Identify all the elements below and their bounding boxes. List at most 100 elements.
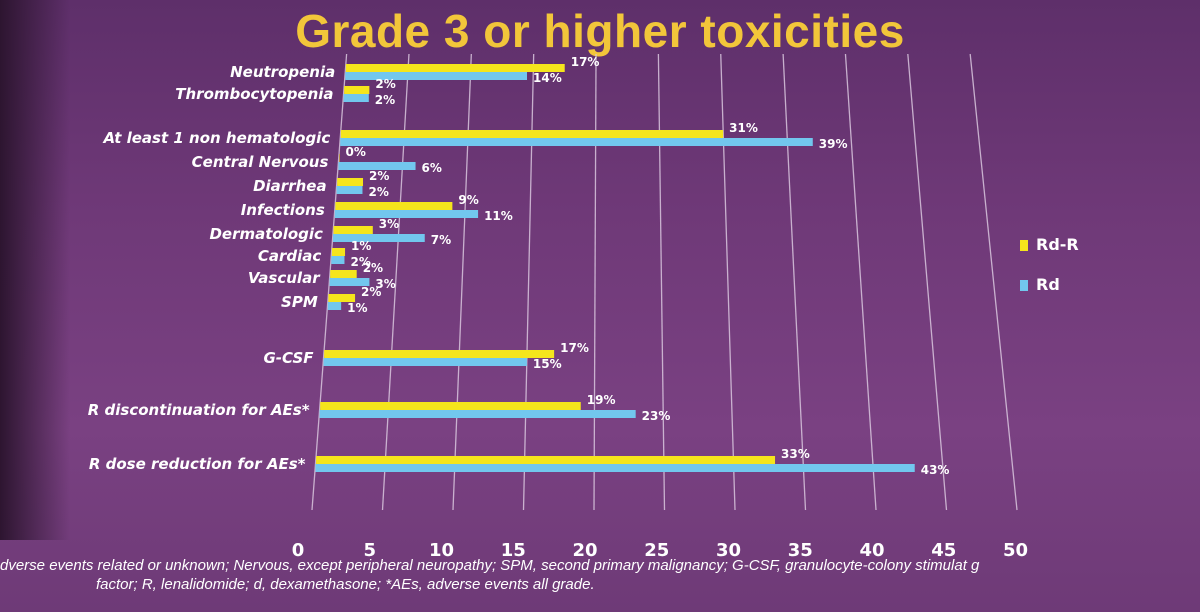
screen-shadow <box>0 0 70 540</box>
category-label: Central Nervous <box>192 153 329 171</box>
chart-grid <box>311 53 1018 511</box>
bar-rd-r <box>345 64 565 72</box>
data-label: 0% <box>346 145 366 159</box>
bar-rd-r <box>316 456 776 464</box>
bar-rd <box>343 94 369 102</box>
x-tick-label-40: 40 <box>859 540 884 560</box>
data-label: 31% <box>729 121 758 135</box>
category-label: Diarrhea <box>253 177 326 195</box>
data-label: 1% <box>351 239 371 253</box>
data-label: 2% <box>369 169 389 183</box>
bar-rd <box>319 410 636 418</box>
category-label: Infections <box>241 201 325 219</box>
category-label: G-CSF <box>263 349 314 367</box>
gridline-45 <box>907 53 948 511</box>
data-label: 14% <box>533 71 562 85</box>
bar-rd <box>340 138 813 146</box>
chart-title: Grade 3 or higher toxicities <box>295 5 905 57</box>
data-label: 17% <box>571 55 600 69</box>
footnote-line-1: dverse events related or unknown; Nervou… <box>0 556 1200 575</box>
category-label: R discontinuation for AEs* <box>88 401 310 419</box>
legend-label: Rd <box>1036 275 1060 294</box>
bar-rd <box>327 302 342 310</box>
category-label: Cardiac <box>258 247 322 265</box>
bar-rd-r <box>320 402 581 410</box>
legend-swatch <box>1020 240 1028 251</box>
x-tick-label-50: 50 <box>1003 540 1028 560</box>
bar-rd-r <box>344 86 370 94</box>
category-label: R dose reduction for AEs* <box>89 455 306 473</box>
data-label: 2% <box>375 77 395 91</box>
data-label: 33% <box>781 447 810 461</box>
bar-rd <box>334 210 479 218</box>
gridline-35 <box>782 53 807 511</box>
data-label: 2% <box>361 285 381 299</box>
data-label: 15% <box>533 357 562 371</box>
bar-rd <box>345 72 528 80</box>
footnote-line-2: factor; R, lenalidomide; d, dexamethason… <box>96 576 595 593</box>
gridline-20 <box>593 53 597 511</box>
data-label: 43% <box>921 463 950 477</box>
chart-legend: Rd-R Rd <box>1020 235 1079 294</box>
bar-rd-r <box>337 178 364 186</box>
chart-labels: Neutropenia17%14%Thrombocytopenia2%2%At … <box>88 55 950 477</box>
category-label: Thrombocytopenia <box>175 85 333 103</box>
bar-rd-r <box>330 270 357 278</box>
data-label: 3% <box>379 217 399 231</box>
x-tick-label-15: 15 <box>501 540 526 560</box>
gridline-50 <box>969 53 1018 511</box>
x-tick-label-25: 25 <box>644 540 669 560</box>
data-label: 2% <box>350 255 370 269</box>
category-label: At least 1 non hematologic <box>102 129 330 147</box>
data-label: 3% <box>375 277 395 291</box>
bar-rd <box>329 278 370 286</box>
category-label: SPM <box>281 293 318 311</box>
data-label: 2% <box>368 185 388 199</box>
footnote-line-1-text: dverse events related or unknown; Nervou… <box>0 557 967 574</box>
data-label: 2% <box>375 93 395 107</box>
bar-rd-r <box>339 154 340 162</box>
category-label: Dermatologic <box>209 225 323 243</box>
bar-rd <box>315 464 915 472</box>
gridline-10 <box>452 53 472 511</box>
x-tick-label-20: 20 <box>572 540 597 560</box>
bar-rd-r <box>335 202 453 210</box>
legend-label: Rd-R <box>1036 235 1079 254</box>
x-tick-label-5: 5 <box>363 540 376 560</box>
bar-rd-r <box>328 294 356 302</box>
data-label: 19% <box>587 393 616 407</box>
bar-rd <box>338 162 416 170</box>
category-label: Neutropenia <box>230 63 335 81</box>
x-tick-label-30: 30 <box>716 540 741 560</box>
bar-rd-r <box>333 226 373 234</box>
bar-rd <box>331 256 345 264</box>
data-label: 1% <box>347 301 367 315</box>
x-tick-label-10: 10 <box>429 540 454 560</box>
gridline-40 <box>844 53 877 511</box>
bar-rd-r <box>324 350 555 358</box>
data-label: 11% <box>484 209 513 223</box>
gridline-15 <box>522 53 535 511</box>
bar-rd <box>336 186 363 194</box>
footnote-line-1-tail: g <box>971 557 980 574</box>
chart-bars <box>315 64 915 472</box>
footnote: dverse events related or unknown; Nervou… <box>0 556 1200 594</box>
data-label: 17% <box>560 341 589 355</box>
x-tick-label-35: 35 <box>788 540 813 560</box>
data-label: 7% <box>431 233 451 247</box>
data-label: 39% <box>819 137 848 151</box>
bar-chart: Neutropenia17%14%Thrombocytopenia2%2%At … <box>88 53 1079 560</box>
x-axis-ticks: 0 5 10 15 20 25 30 35 40 45 50 <box>292 540 1028 560</box>
data-label: 2% <box>363 261 383 275</box>
legend-swatch <box>1020 280 1028 291</box>
bar-rd-r <box>331 248 346 256</box>
bar-rd-r <box>340 130 724 138</box>
bar-rd <box>323 358 527 366</box>
gridline-25 <box>657 53 666 511</box>
data-label: 23% <box>642 409 671 423</box>
category-label: Vascular <box>248 269 321 287</box>
x-tick-label-45: 45 <box>931 540 956 560</box>
data-label: 6% <box>422 161 442 175</box>
data-label: 9% <box>458 193 478 207</box>
